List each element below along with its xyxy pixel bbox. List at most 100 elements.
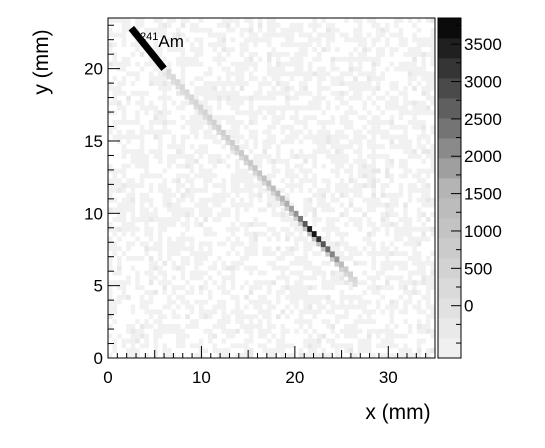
heatmap-cell: [117, 120, 122, 126]
heatmap-cell: [144, 188, 150, 194]
heatmap-cell: [157, 105, 163, 111]
heatmap-cell: [321, 353, 327, 359]
heatmap-cell: [285, 246, 290, 252]
heatmap-cell: [198, 217, 204, 223]
heatmap-cell: [271, 124, 277, 131]
heatmap-cell: [312, 168, 318, 174]
heatmap-cell: [385, 81, 390, 87]
heatmap-cell: [366, 95, 372, 101]
heatmap-cell: [135, 226, 141, 233]
heatmap-cell: [380, 163, 386, 169]
heatmap-cell: [366, 154, 372, 160]
heatmap-cell: [394, 217, 399, 223]
heatmap-cell: [280, 95, 286, 101]
heatmap-cell: [371, 217, 377, 223]
heatmap-cell: [162, 76, 168, 82]
heatmap-cell: [425, 328, 431, 335]
heatmap-cell: [257, 90, 263, 97]
heatmap-cell: [280, 241, 286, 247]
heatmap-cell: [180, 246, 186, 252]
heatmap-cell: [162, 134, 168, 140]
heatmap-cell: [403, 290, 409, 296]
heatmap-cell: [366, 86, 372, 92]
heatmap-cell: [167, 183, 172, 189]
heatmap-cell: [403, 217, 409, 223]
heatmap-cell: [389, 275, 395, 281]
heatmap-cell: [312, 226, 318, 233]
heatmap-cell: [430, 18, 436, 24]
heatmap-cell: [335, 290, 340, 296]
heatmap-cell: [112, 299, 118, 305]
heatmap-cell: [157, 95, 163, 101]
heatmap-cell: [148, 90, 154, 97]
heatmap-cell: [198, 47, 204, 53]
heatmap-cell: [385, 178, 390, 184]
heatmap-cell: [280, 71, 286, 77]
heatmap-cell: [153, 333, 159, 339]
heatmap-cell: [294, 124, 300, 131]
heatmap-cell: [385, 56, 390, 63]
heatmap-cell: [339, 110, 345, 116]
heatmap-cell: [139, 76, 145, 82]
heatmap-cell: [321, 333, 327, 339]
heatmap-cell: [412, 168, 418, 174]
heatmap-cell: [375, 333, 381, 339]
heatmap-cell: [207, 319, 213, 325]
heatmap-cell: [171, 207, 177, 213]
heatmap-cell: [108, 120, 113, 126]
heatmap-cell: [185, 246, 191, 252]
heatmap-cell: [389, 42, 395, 48]
heatmap-cell: [330, 299, 336, 305]
heatmap-cell: [394, 32, 399, 38]
heatmap-cell: [271, 120, 277, 126]
heatmap-cell: [194, 178, 200, 184]
heatmap-cell: [312, 222, 318, 228]
heatmap-cell: [316, 343, 322, 349]
heatmap-cell: [412, 353, 418, 359]
heatmap-cell: [148, 168, 154, 174]
heatmap-cell: [276, 280, 281, 286]
heatmap-cell: [139, 236, 145, 242]
heatmap-cell: [389, 299, 395, 305]
heatmap-cell: [385, 144, 390, 150]
heatmap-cell: [162, 110, 168, 116]
heatmap-cell: [312, 192, 318, 199]
heatmap-cell: [416, 37, 422, 43]
heatmap-cell: [194, 217, 200, 223]
heatmap-cell: [285, 139, 290, 145]
heatmap-cell: [353, 304, 359, 310]
heatmap-cell: [425, 37, 431, 43]
heatmap-cell: [289, 236, 295, 242]
heatmap-cell: [203, 260, 209, 267]
heatmap-cell: [307, 328, 313, 335]
heatmap-cell: [121, 32, 127, 38]
heatmap-cell: [271, 236, 277, 242]
heatmap-cell: [307, 324, 313, 330]
heatmap-cell: [421, 207, 427, 213]
heatmap-cell: [126, 61, 132, 67]
heatmap-cell: [276, 222, 281, 228]
heatmap-cell: [389, 81, 395, 87]
heatmap-cell: [221, 222, 227, 228]
heatmap-cell: [108, 265, 113, 271]
heatmap-cell: [303, 22, 309, 29]
heatmap-cell: [207, 27, 213, 33]
heatmap-cell: [226, 168, 231, 174]
heatmap-cell: [394, 27, 399, 33]
heatmap-cell: [130, 183, 136, 189]
heatmap-cell: [112, 353, 118, 359]
heatmap-cell: [321, 319, 327, 325]
heatmap-cell: [407, 56, 413, 63]
heatmap-cell: [335, 251, 340, 257]
heatmap-cell: [303, 328, 309, 335]
heatmap-cell: [380, 134, 386, 140]
heatmap-cell: [348, 144, 354, 150]
heatmap-cell: [285, 251, 290, 257]
heatmap-cell: [344, 294, 350, 301]
heatmap-cell: [375, 265, 381, 271]
heatmap-cell: [344, 222, 350, 228]
heatmap-cell: [403, 76, 409, 82]
heatmap-cell: [262, 299, 268, 305]
heatmap-cell: [194, 333, 200, 339]
heatmap-cell: [407, 76, 413, 82]
